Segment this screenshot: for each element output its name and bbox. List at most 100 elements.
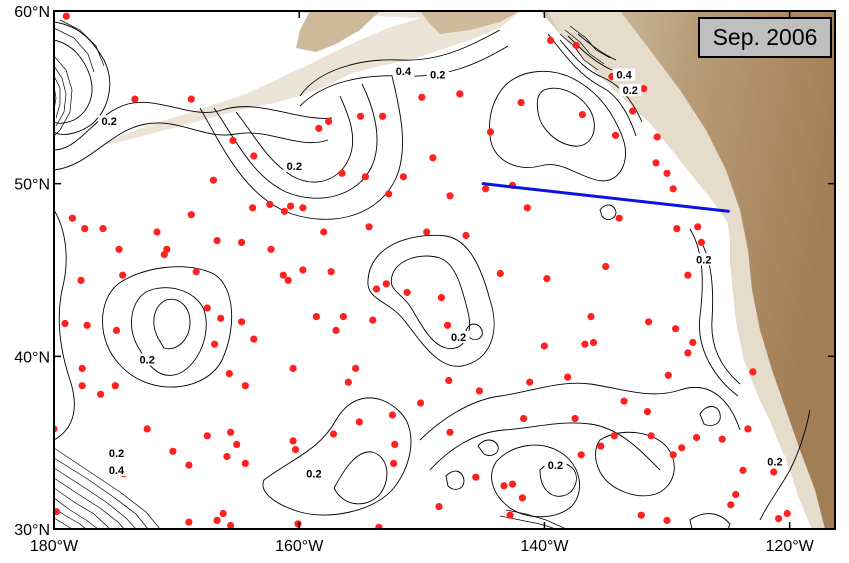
float-marker bbox=[111, 382, 119, 390]
float-marker bbox=[653, 133, 661, 141]
float-marker bbox=[249, 204, 257, 212]
contour-label-bg bbox=[105, 446, 128, 459]
float-marker bbox=[61, 319, 69, 328]
contour-labels: 0.4 0.2 0.4 0.2 0.2 0.2 0.2 0.2 0.2 0.2 0.4 0.2 0.2 0… bbox=[98, 65, 786, 480]
float-marker bbox=[564, 373, 572, 381]
float-marker bbox=[640, 85, 648, 93]
float-marker bbox=[68, 214, 76, 222]
contour-label: 0.2 bbox=[140, 355, 155, 367]
float-marker bbox=[547, 36, 555, 45]
float-marker bbox=[361, 173, 369, 181]
float-marker bbox=[131, 95, 139, 103]
float-marker bbox=[684, 271, 692, 279]
float-marker bbox=[352, 364, 360, 372]
float-marker bbox=[203, 304, 211, 312]
float-marker bbox=[213, 237, 221, 245]
float-marker bbox=[403, 288, 411, 296]
float-marker bbox=[327, 268, 335, 276]
float-marker bbox=[500, 482, 508, 490]
contour-label-bg bbox=[302, 467, 325, 480]
float-marker bbox=[78, 364, 86, 372]
float-marker bbox=[213, 516, 221, 525]
float-marker bbox=[672, 325, 680, 333]
float-marker bbox=[744, 425, 752, 433]
float-marker bbox=[241, 459, 249, 467]
float-marker bbox=[770, 468, 778, 476]
lat-tick-label: 50°N bbox=[14, 177, 50, 194]
contour-label-bg bbox=[105, 464, 128, 477]
contour-label: 0.2 bbox=[767, 456, 782, 468]
float-marker bbox=[294, 520, 302, 528]
float-marker bbox=[160, 250, 168, 259]
float-marker bbox=[299, 266, 307, 274]
float-marker bbox=[185, 518, 193, 526]
lon-tick-label: 180°W bbox=[30, 538, 79, 555]
float-marker bbox=[382, 280, 390, 288]
float-marker bbox=[291, 446, 300, 454]
float-marker bbox=[211, 340, 219, 348]
float-marker bbox=[486, 128, 495, 136]
lat-tick-label: 60°N bbox=[14, 4, 50, 21]
float-marker bbox=[229, 136, 237, 145]
float-marker bbox=[444, 321, 452, 329]
float-marker bbox=[227, 428, 235, 436]
float-marker bbox=[517, 98, 525, 107]
float-marker bbox=[496, 269, 504, 278]
float-marker bbox=[169, 447, 177, 455]
float-marker bbox=[284, 276, 292, 284]
float-marker bbox=[587, 313, 595, 321]
float-marker bbox=[97, 390, 105, 398]
float-marker bbox=[727, 501, 735, 509]
float-marker bbox=[572, 41, 580, 50]
float-marker bbox=[697, 238, 706, 246]
float-marker bbox=[187, 95, 195, 103]
contour-label: 0.2 bbox=[451, 332, 466, 344]
float-marker bbox=[749, 368, 757, 376]
float-marker bbox=[217, 314, 225, 322]
date-label: Sep. 2006 bbox=[698, 17, 832, 58]
contour-label: 0.2 bbox=[430, 70, 445, 82]
float-marker bbox=[540, 342, 549, 350]
float-marker bbox=[77, 276, 85, 284]
float-marker bbox=[462, 231, 470, 240]
float-marker bbox=[339, 313, 347, 321]
float-marker bbox=[610, 432, 618, 440]
float-markers bbox=[54, 12, 791, 529]
contour-label: 0.2 bbox=[102, 116, 117, 128]
float-marker bbox=[119, 271, 127, 279]
contour-label-bg bbox=[426, 68, 449, 81]
contour-label-bg bbox=[392, 65, 415, 78]
float-marker bbox=[663, 516, 671, 525]
float-marker bbox=[429, 154, 437, 162]
contour-label: 0.2 bbox=[548, 460, 563, 472]
float-marker bbox=[315, 124, 323, 132]
float-marker bbox=[227, 521, 235, 529]
float-marker bbox=[417, 399, 425, 407]
float-marker bbox=[678, 444, 686, 452]
float-marker bbox=[643, 408, 652, 416]
float-marker bbox=[312, 313, 320, 321]
float-marker bbox=[523, 204, 531, 212]
float-marker bbox=[219, 509, 227, 518]
section-line bbox=[481, 182, 730, 213]
float-marker bbox=[615, 214, 623, 222]
float-marker bbox=[325, 117, 333, 126]
float-marker bbox=[611, 131, 620, 139]
float-marker bbox=[54, 508, 61, 516]
float-marker bbox=[581, 340, 589, 348]
float-marker bbox=[369, 316, 377, 324]
contour-label-bg bbox=[447, 331, 470, 344]
float-marker bbox=[399, 173, 407, 181]
contour-label: 0.4 bbox=[616, 70, 632, 82]
float-marker bbox=[732, 490, 740, 499]
float-marker bbox=[62, 12, 70, 20]
float-marker bbox=[669, 185, 677, 193]
float-marker bbox=[456, 90, 464, 98]
float-marker bbox=[280, 207, 289, 215]
float-marker bbox=[602, 262, 610, 271]
float-marker bbox=[669, 451, 677, 459]
float-marker bbox=[446, 192, 454, 200]
float-marker bbox=[241, 382, 249, 390]
float-marker bbox=[435, 503, 443, 511]
